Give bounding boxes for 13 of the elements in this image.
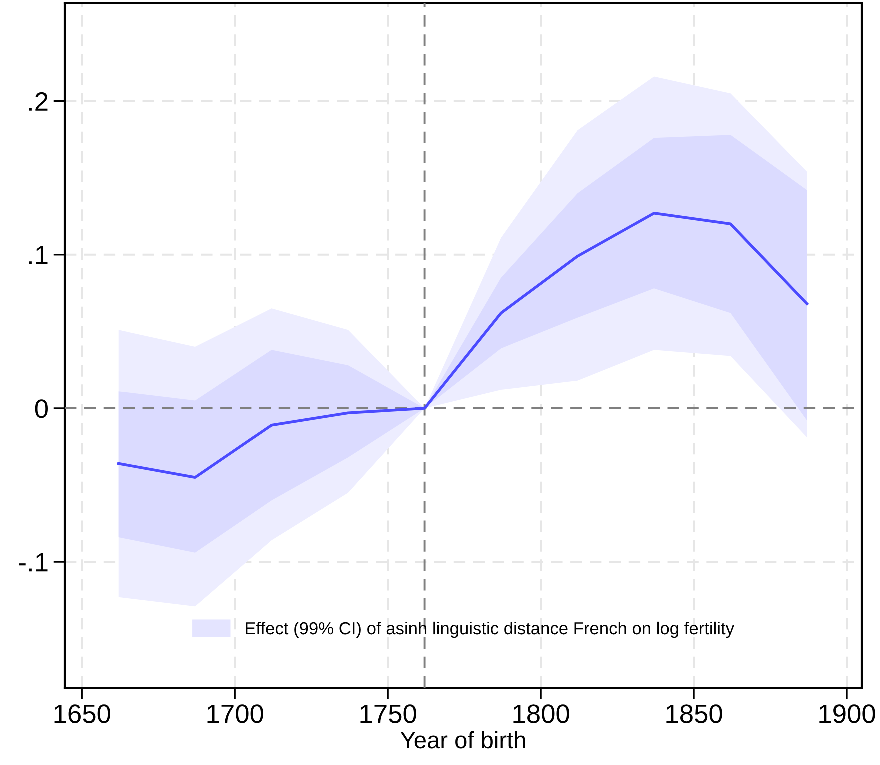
x-axis-title: Year of birth <box>400 731 526 749</box>
x-tick-label: 1700 <box>208 704 264 724</box>
y-tick-label: .1 <box>29 246 48 264</box>
line-series <box>117 212 809 479</box>
legend-label: Effect (99% CI) of asinh linguistic distance French on log fertility <box>246 622 734 638</box>
x-tick-label: 1750 <box>360 704 416 724</box>
y-tick-label: -.1 <box>19 553 48 572</box>
y-tick-label: 0 <box>35 400 48 418</box>
x-tick-label: 1900 <box>820 704 876 724</box>
y-tick-label: .2 <box>29 92 48 111</box>
x-tick-label: 1650 <box>54 704 110 724</box>
x-tick-label: 1850 <box>666 704 722 724</box>
x-tick-label: 1800 <box>514 704 570 724</box>
